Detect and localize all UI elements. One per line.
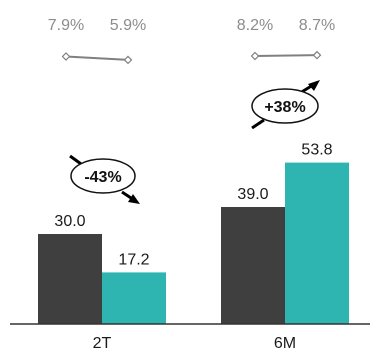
bar-value-labels: 30.0 39.0 17.2 53.8 — [54, 142, 332, 269]
margin-point-2T-left — [61, 52, 71, 61]
margin-lines — [61, 50, 322, 65]
margin-line-6M — [254, 54, 318, 57]
change-badge-ellipse — [251, 88, 319, 124]
x-axis-tick-labels: 2T 6M — [93, 335, 296, 352]
bar-6M-series-2 — [285, 162, 349, 324]
change-badge-6M: +38% — [251, 80, 320, 130]
margin-point-2T-right — [123, 55, 133, 65]
x-tick-label-6M: 6M — [274, 335, 296, 352]
value-label-6M-series-1: 39.0 — [237, 186, 268, 203]
bar-6M-series-1 — [221, 207, 285, 324]
x-tick-label-2T: 2T — [93, 335, 112, 352]
margin-label-6M-right: 8.7% — [299, 17, 335, 34]
change-badge-label-6M: +38% — [264, 99, 305, 116]
margin-point-6M-left — [250, 51, 260, 61]
change-arrow-shaft — [251, 118, 265, 130]
arrow-up-icon — [308, 80, 320, 91]
margin-line-2T — [65, 55, 129, 61]
margin-percent-labels: 7.9% 5.9% 8.2% 8.7% — [48, 17, 335, 34]
bar-2T-series-2 — [102, 272, 166, 324]
margin-label-2T-left: 7.9% — [48, 17, 84, 34]
margin-label-2T-right: 5.9% — [110, 17, 146, 34]
margin-label-6M-left: 8.2% — [237, 17, 273, 34]
margin-point-6M-right — [312, 50, 322, 60]
bars-layer — [38, 162, 349, 324]
bar-2T-series-1 — [38, 234, 102, 324]
value-label-2T-series-1: 30.0 — [54, 213, 85, 230]
value-label-2T-series-2: 17.2 — [118, 251, 149, 268]
value-label-6M-series-2: 53.8 — [301, 142, 332, 159]
change-badge-ellipse — [70, 158, 136, 194]
change-badge-label-2T: -43% — [84, 169, 121, 186]
arrow-down-icon — [128, 194, 140, 204]
change-badge-2T: -43% — [69, 154, 140, 204]
